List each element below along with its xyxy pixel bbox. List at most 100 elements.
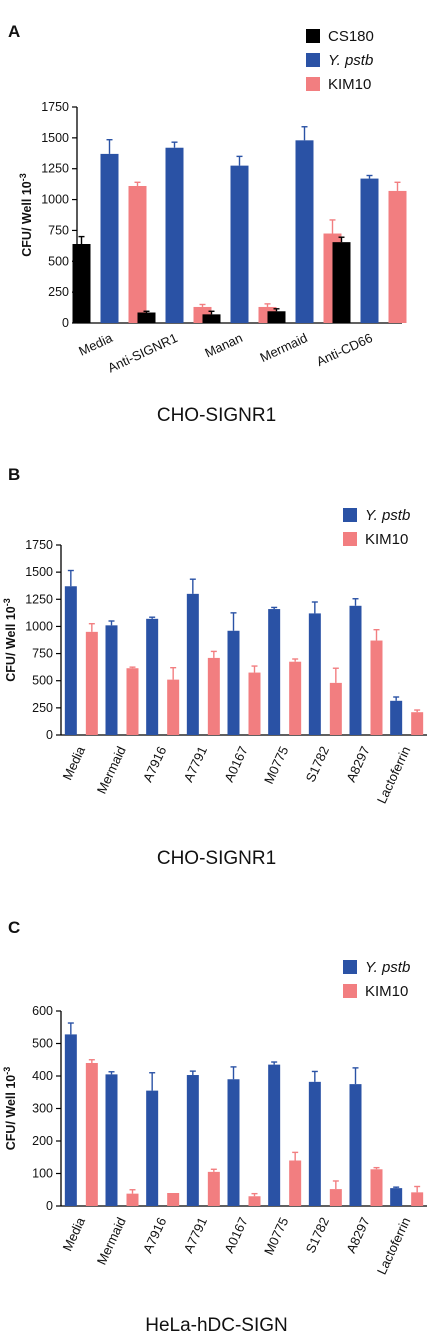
bar <box>390 1188 403 1206</box>
bar <box>105 1074 118 1206</box>
bar <box>126 668 139 735</box>
bar <box>295 140 314 323</box>
chart-title: CHO-SIGNR1 <box>156 848 277 869</box>
bar-chart-b: 0 250 500 750 1000 1250 1500 1750 CFU/ Well 10-3… <box>2 538 427 806</box>
x-tick-label: Media <box>76 330 115 359</box>
legend-item: CS180 <box>306 24 374 48</box>
chart-title: CHO-SIGNR1 <box>156 405 277 426</box>
bar <box>128 185 147 323</box>
x-tick-label: M0775 <box>261 744 291 786</box>
x-tick-label: Mermaid <box>94 744 129 796</box>
panel-letter: B <box>8 465 21 484</box>
bar <box>105 625 118 735</box>
y-tick-label: 500 <box>32 674 53 688</box>
bar <box>349 1084 362 1206</box>
bar <box>388 190 407 323</box>
y-tick-label: 1250 <box>25 592 53 606</box>
legend-swatch <box>343 508 357 522</box>
bar <box>146 1090 159 1206</box>
y-tick-label: 500 <box>48 254 69 268</box>
bar <box>349 605 362 735</box>
x-tick-label: Media <box>59 743 88 782</box>
x-tick-label: Lactoferrin <box>374 744 414 806</box>
legend-item: KIM10 <box>343 527 410 551</box>
bar <box>146 618 159 735</box>
y-tick-label: 0 <box>46 1199 53 1213</box>
y-tick-label: 750 <box>32 647 53 661</box>
x-tick-label: S1782 <box>303 744 332 784</box>
bar <box>202 314 221 323</box>
bar <box>248 672 261 735</box>
x-tick-label: A7916 <box>140 744 169 784</box>
bar <box>370 1169 383 1206</box>
bar <box>227 630 240 735</box>
x-tick-label: A7916 <box>140 1215 169 1255</box>
legend-label: KIM10 <box>365 530 409 548</box>
panel-letter: C <box>8 918 21 937</box>
y-tick-label: 200 <box>32 1134 53 1148</box>
bar <box>207 657 220 735</box>
bar <box>248 1196 261 1206</box>
y-tick-label: 0 <box>46 728 53 742</box>
y-tick-label: 0 <box>62 316 69 330</box>
y-tick-label: 1000 <box>25 619 53 633</box>
bar <box>289 661 302 735</box>
y-axis-label: CFU/ Well 10-3 <box>2 1067 18 1151</box>
legend-item: KIM10 <box>343 979 410 1003</box>
legend-item: Y. pstb <box>343 503 410 527</box>
bar <box>137 312 156 323</box>
legend-label: Y. pstb <box>328 51 374 69</box>
y-tick-label: 1500 <box>25 565 53 579</box>
legend-swatch <box>343 532 357 546</box>
y-tick-label: 750 <box>48 223 69 237</box>
bar <box>126 1193 139 1206</box>
y-tick-label: 500 <box>32 1037 53 1051</box>
legend-label: Y. pstb <box>365 958 411 976</box>
bar <box>308 1081 321 1206</box>
legend: Y. pstb KIM10 <box>343 955 410 1003</box>
chart-title: HeLa-hDC-SIGN <box>145 1315 288 1336</box>
bar <box>308 613 321 735</box>
legend-swatch <box>306 29 320 43</box>
bar <box>186 593 199 735</box>
y-tick-label: 1750 <box>25 538 53 552</box>
bar <box>329 682 342 735</box>
bar <box>227 1079 240 1206</box>
bar <box>64 1034 77 1206</box>
panel-c: C Y. pstb KIM10 0 100 200 300 400 500 600 CFU/ … <box>0 900 433 1341</box>
bar <box>411 1192 424 1206</box>
legend: Y. pstb KIM10 <box>343 503 410 551</box>
panel-letter: A <box>8 22 21 41</box>
x-tick-label: Media <box>59 1214 88 1253</box>
legend-label: KIM10 <box>365 982 409 1000</box>
legend-item: Y. pstb <box>306 48 374 72</box>
y-tick-label: 600 <box>32 1004 53 1018</box>
x-tick-label: A0167 <box>221 1215 250 1255</box>
x-tick-label: Mermaid <box>258 330 310 365</box>
x-tick-label: A7791 <box>181 1215 210 1255</box>
y-tick-label: 1750 <box>41 100 69 114</box>
x-tick-label: Anti-SIGNR1 <box>105 330 179 375</box>
legend-swatch <box>306 53 320 67</box>
y-axis-label: CFU/ Well 10-3 <box>2 598 18 682</box>
x-tick-label: Lactoferrin <box>374 1215 414 1277</box>
legend-item: Y. pstb <box>343 955 410 979</box>
bar <box>167 679 180 735</box>
y-tick-label: 250 <box>32 701 53 715</box>
x-tick-label: Anti-CD66 <box>314 330 375 369</box>
legend-label: KIM10 <box>328 75 372 93</box>
panel-b: B Y. pstb KIM10 0 250 500 750 1000 1250 1500 17… <box>0 445 433 885</box>
y-tick-label: 1500 <box>41 131 69 145</box>
bar <box>268 609 281 735</box>
legend-item: KIM10 <box>306 72 374 96</box>
bar <box>268 1064 281 1206</box>
legend-swatch <box>306 77 320 91</box>
bar <box>289 1160 302 1206</box>
bar <box>411 712 424 735</box>
bar <box>167 1193 180 1206</box>
x-tick-label: A7791 <box>181 744 210 784</box>
legend: CS180 Y. pstb KIM10 <box>306 24 374 96</box>
y-tick-label: 100 <box>32 1167 53 1181</box>
legend-label: CS180 <box>328 27 374 45</box>
bar <box>207 1171 220 1206</box>
